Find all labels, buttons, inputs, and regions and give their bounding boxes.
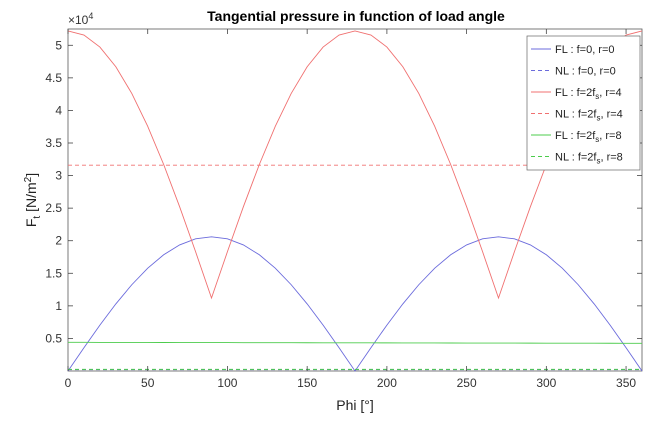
chart-title: Tangential pressure in function of load … xyxy=(207,8,505,24)
legend-label: NL : f=2fs, r=4 xyxy=(555,109,623,123)
x-tick-label: 150 xyxy=(297,376,317,390)
y-tick-label: 2.5 xyxy=(45,201,62,215)
y-tick-label: 3.5 xyxy=(45,136,62,150)
legend-label: FL : f=0, r=0 xyxy=(555,44,615,56)
y-tick-label: 1.5 xyxy=(45,266,62,280)
tick-layer: 0 50 100 150 200 250 300 350 0.5 1 1.5 2 2.5 3 3.5 4 4.5… xyxy=(45,29,642,390)
x-tick-label: 50 xyxy=(141,376,155,390)
x-axis-label: Phi [°] xyxy=(336,397,374,413)
y-tick-label: 5 xyxy=(55,38,62,52)
legend: FL : f=0, r=0 NL : f=0, r=0 FL : f=2fs, r=… xyxy=(526,35,641,171)
y-tick-label: 1 xyxy=(55,299,62,313)
x-tick-label: 100 xyxy=(217,376,237,390)
x-tick-label: 250 xyxy=(457,376,477,390)
legend-label: FL : f=2fs, r=8 xyxy=(555,130,622,144)
x-tick-label: 350 xyxy=(616,376,636,390)
legend-label: FL : f=2fs, r=4 xyxy=(555,87,622,101)
series-line-0 xyxy=(67,236,643,372)
y-exponent-label: ×104 xyxy=(68,11,93,27)
legend-label: NL : f=0, r=0 xyxy=(555,66,616,78)
legend-box xyxy=(526,35,641,171)
x-tick-label: 200 xyxy=(377,376,397,390)
y-tick-label: 3 xyxy=(55,169,62,183)
y-axis-label: Ft [N/m2] xyxy=(23,173,43,227)
y-tick-label: 4.5 xyxy=(45,71,62,85)
y-tick-label: 4 xyxy=(55,103,62,117)
y-tick-label: 2 xyxy=(55,234,62,248)
x-tick-label: 0 xyxy=(65,376,72,390)
series-line-4 xyxy=(67,341,643,344)
legend-label: NL : f=2fs, r=8 xyxy=(555,152,623,166)
x-tick-label: 300 xyxy=(536,376,556,390)
y-tick-label: 0.5 xyxy=(45,331,62,345)
